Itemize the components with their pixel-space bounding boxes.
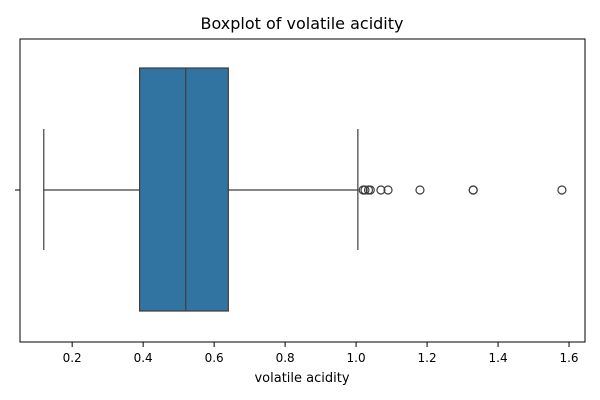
outlier-point bbox=[376, 185, 386, 195]
outlier-point bbox=[468, 185, 478, 195]
outlier-point bbox=[415, 185, 425, 195]
x-axis-label: volatile acidity bbox=[254, 371, 349, 386]
outlier-point bbox=[557, 185, 567, 195]
plot-area bbox=[43, 67, 567, 312]
outlier-point bbox=[383, 185, 393, 195]
x-tick-label: 0.2 bbox=[63, 351, 82, 365]
iqr-box bbox=[139, 67, 229, 312]
x-tick-label: 0.8 bbox=[276, 351, 295, 365]
x-tick-label: 1.6 bbox=[559, 351, 578, 365]
chart-title: Boxplot of volatile acidity bbox=[201, 14, 404, 33]
x-tick-label: 1.4 bbox=[489, 351, 508, 365]
outlier-point bbox=[365, 185, 375, 195]
x-tick-label: 1.2 bbox=[418, 351, 437, 365]
outlier-point bbox=[360, 185, 370, 195]
x-tick-label: 1.0 bbox=[347, 351, 366, 365]
x-tick-label: 0.4 bbox=[134, 351, 153, 365]
x-axis: 0.2 0.4 0.6 0.8 1.0 1.2 1.4 1.6 bbox=[63, 342, 579, 365]
x-tick-label: 0.6 bbox=[205, 351, 224, 365]
